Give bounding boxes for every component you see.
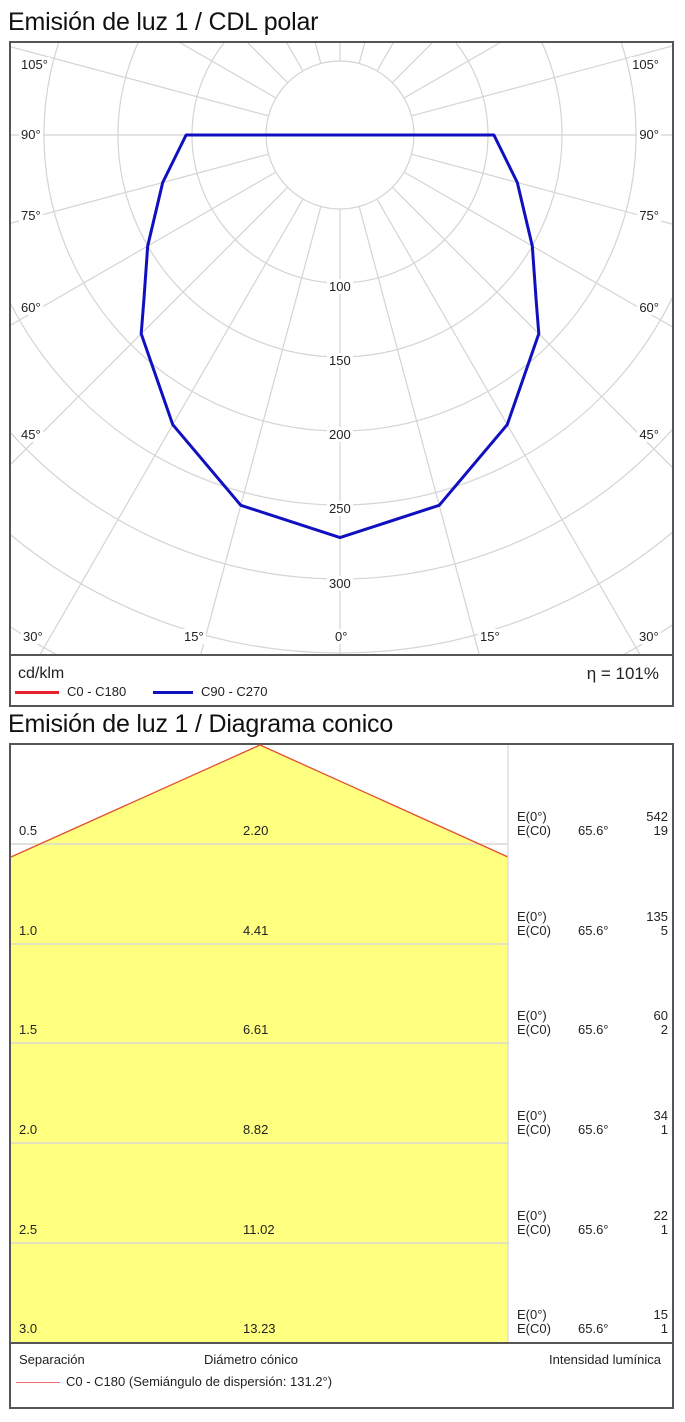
- ec0-angle: 65.6°: [578, 1321, 609, 1336]
- e0-label: E(0°): [517, 1208, 547, 1223]
- footer-intensity: Intensidad lumínica: [548, 1352, 661, 1367]
- footer-diameter: Diámetro cónico: [204, 1352, 298, 1367]
- diameter-value: 8.82: [243, 1122, 269, 1137]
- polar-chart: [11, 43, 672, 656]
- angle-label-left: 75°: [19, 208, 43, 223]
- legend-red-line-icon: [16, 1381, 60, 1384]
- unit-label: cd/klm: [18, 665, 65, 682]
- ec0-angle: 65.6°: [578, 1022, 609, 1037]
- angle-label-left: 60°: [19, 300, 43, 315]
- angle-label-bottom: 30°: [21, 629, 45, 644]
- legend-blue-line-icon: [153, 691, 193, 695]
- ec0-value: 1: [660, 1222, 668, 1237]
- angle-label-left: 45°: [19, 427, 43, 442]
- e0-value: 34: [653, 1108, 668, 1123]
- ec0-value: 1: [660, 1321, 668, 1336]
- e0-label: E(0°): [517, 1008, 547, 1023]
- ec0-label: E(C0): [517, 1022, 551, 1037]
- footer-legend: C0 - C180 (Semiángulo de dispersión: 131…: [16, 1374, 332, 1389]
- radial-label: 150: [327, 353, 353, 368]
- ec0-label: E(C0): [517, 1122, 551, 1137]
- footer-separation: Separación: [19, 1352, 85, 1367]
- radial-label: 200: [327, 427, 353, 442]
- ec0-label: E(C0): [517, 1222, 551, 1237]
- angle-label-left: 105°: [19, 57, 50, 72]
- angle-label-right: 105°: [630, 57, 661, 72]
- ec0-value: 19: [653, 823, 668, 838]
- e0-label: E(0°): [517, 1108, 547, 1123]
- angle-label-bottom: 30°: [637, 629, 661, 644]
- ec0-value: 2: [660, 1022, 668, 1037]
- e0-value: 542: [646, 809, 668, 824]
- ec0-label: E(C0): [517, 923, 551, 938]
- radial-label: 100: [327, 279, 353, 294]
- legend-red-line-icon: [15, 691, 59, 695]
- angle-label-left: 90°: [19, 127, 43, 142]
- diameter-value: 11.02: [243, 1222, 275, 1237]
- e0-value: 135: [646, 909, 668, 924]
- angle-label-right: 60°: [637, 300, 661, 315]
- separation-value: 0.5: [19, 823, 38, 838]
- e0-label: E(0°): [517, 1307, 547, 1322]
- e0-value: 22: [653, 1208, 668, 1223]
- e0-label: E(0°): [517, 909, 547, 924]
- e0-label: E(0°): [517, 809, 547, 824]
- separation-value: 2.5: [19, 1222, 38, 1237]
- diameter-value: 13.23: [243, 1321, 276, 1336]
- e0-value: 15: [653, 1307, 668, 1322]
- angle-label-right: 45°: [637, 427, 661, 442]
- curve-c90-c270: [139, 133, 541, 540]
- legend-c90-c270: C90 - C270: [153, 684, 267, 699]
- angle-label-bottom: 15°: [478, 629, 502, 644]
- angle-label-right: 75°: [637, 208, 661, 223]
- polar-chart-frame: [9, 41, 674, 707]
- efficiency-label: η = 101%: [586, 664, 659, 683]
- angle-label-right: 90°: [637, 127, 661, 142]
- ec0-angle: 65.6°: [578, 1122, 609, 1137]
- diameter-value: 4.41: [243, 923, 269, 938]
- separation-value: 1.5: [19, 1022, 38, 1037]
- diameter-value: 6.61: [243, 1022, 269, 1037]
- ec0-angle: 65.6°: [578, 923, 609, 938]
- separation-value: 2.0: [19, 1122, 38, 1137]
- ec0-angle: 65.6°: [578, 1222, 609, 1237]
- separation-value: 1.0: [19, 923, 38, 938]
- radial-label: 250: [327, 501, 353, 516]
- conic-title: Emisión de luz 1 / Diagrama conico: [8, 710, 394, 738]
- separation-value: 3.0: [19, 1321, 38, 1336]
- polar-title: Emisión de luz 1 / CDL polar: [8, 8, 319, 36]
- angle-label-bottom: 15°: [182, 629, 206, 644]
- legend-c0-c180: C0 - C180: [15, 684, 126, 699]
- ec0-label: E(C0): [517, 1321, 551, 1336]
- e0-value: 60: [653, 1008, 668, 1023]
- ec0-value: 5: [660, 923, 668, 938]
- radial-label: 300: [327, 576, 353, 591]
- angle-label-bottom: 0°: [333, 629, 350, 644]
- diameter-value: 2.20: [243, 823, 269, 838]
- ec0-value: 1: [660, 1122, 668, 1137]
- ec0-angle: 65.6°: [578, 823, 609, 838]
- ec0-label: E(C0): [517, 823, 551, 838]
